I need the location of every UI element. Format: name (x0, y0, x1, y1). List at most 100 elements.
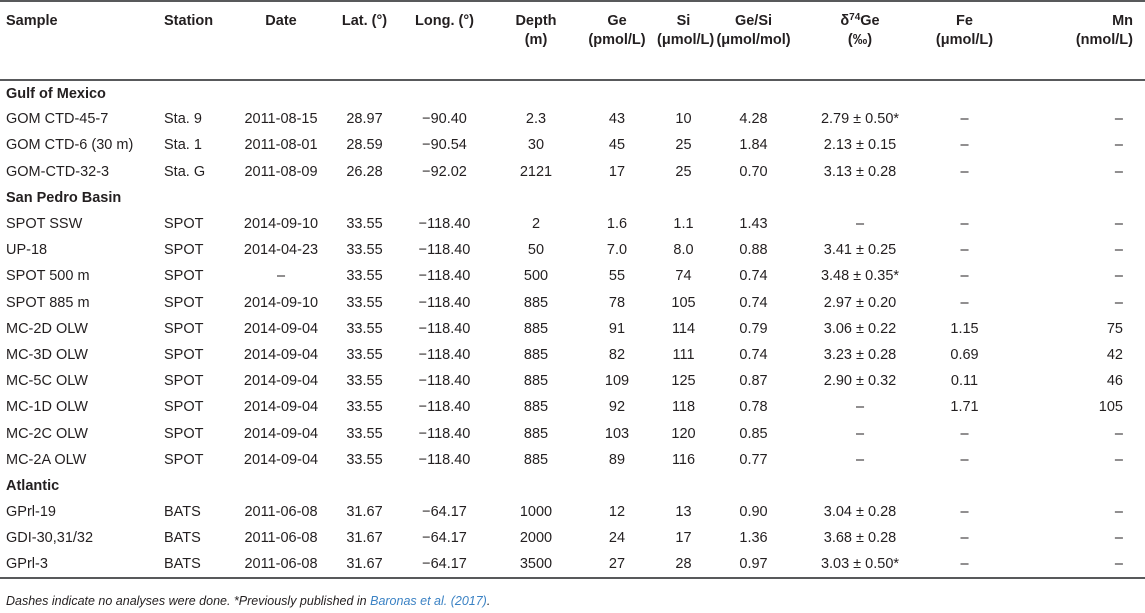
cell-d74ge: – (855, 451, 865, 468)
cell-sample: MC-1D OLW (6, 399, 88, 416)
cell-ge: 12 (608, 504, 626, 521)
data-table: Sample Station Date Lat. (°) Long. (°) D… (0, 0, 1145, 579)
cell-long: −118.40 (418, 294, 471, 311)
cell-station: SPOT (164, 373, 204, 390)
col-header-sample: Sample (0, 0, 158, 81)
col-header-station: Station (158, 0, 230, 81)
cell-mn: – (1003, 551, 1145, 579)
table-row: MC-2D OLW SPOT 2014-09-04 33.55 −118.40 885 91… (0, 316, 1145, 342)
col-header-ge: Ge (pmol/L) (580, 0, 654, 81)
cell-ge: 1.6 (606, 216, 628, 233)
cell-lat: 33.55 (346, 320, 383, 337)
cell-date: 2014-04-23 (243, 242, 319, 259)
cell-si: 120 (671, 425, 696, 442)
cell-depth: 500 (523, 268, 549, 285)
table-row: GOM CTD-6 (30 m) Sta. 1 2011-08-01 28.59 −90… (0, 132, 1145, 158)
cell-station: BATS (164, 504, 201, 521)
table-row: MC-3D OLW SPOT 2014-09-04 33.55 −118.40 885 82… (0, 342, 1145, 368)
cell-mn: – (1114, 216, 1123, 233)
cell-si: 28 (654, 551, 713, 579)
cell-fe: – (960, 530, 969, 547)
cell-gesi: 0.78 (739, 399, 768, 416)
cell-station: SPOT (164, 451, 204, 468)
footnote-end: . (486, 594, 491, 608)
cell-lat: 33.55 (346, 268, 383, 285)
cell-depth: 885 (523, 294, 549, 311)
cell-fe: 1.15 (950, 320, 979, 337)
cell-station: BATS (158, 551, 230, 579)
col-header-date: Date (230, 0, 332, 81)
cell-gesi: 0.97 (713, 551, 794, 579)
cell-si: 74 (675, 268, 692, 285)
cell-station: Sta. 1 (164, 137, 202, 154)
cell-ge: 82 (608, 346, 626, 363)
cell-si: 1.1 (673, 216, 694, 233)
cell-sample: MC-2D OLW (6, 320, 88, 337)
cell-depth: 30 (527, 137, 545, 154)
col-header-long: Long. (°) (397, 0, 492, 81)
cell-long: −64.17 (422, 504, 467, 521)
col-header-lat: Lat. (°) (332, 0, 397, 81)
cell-date: 2011-08-01 (244, 137, 318, 154)
cell-sample: UP-18 (6, 242, 48, 259)
cell-ge: 27 (580, 551, 654, 579)
cell-ge: 17 (608, 163, 626, 180)
cell-sample: GOM CTD-6 (30 m) (6, 137, 134, 154)
cell-ge: 78 (608, 294, 626, 311)
cell-si: 10 (675, 111, 692, 128)
cell-station: SPOT (164, 425, 204, 442)
cell-depth: 885 (523, 320, 549, 337)
cell-depth: 885 (523, 425, 549, 442)
cell-date: 2011-06-08 (244, 504, 318, 521)
cell-long: −118.40 (418, 399, 471, 416)
table-row: MC-5C OLW SPOT 2014-09-04 33.55 −118.40 885 10… (0, 368, 1145, 394)
section-title: Gulf of Mexico (6, 85, 106, 102)
cell-date: 2011-06-08 (244, 530, 318, 547)
cell-long: −118.40 (418, 242, 471, 259)
cell-sample: SPOT 885 m (6, 294, 90, 311)
cell-station: SPOT (164, 346, 204, 363)
footnote-reference-link[interactable]: Baronas et al. (2017) (370, 594, 487, 608)
cell-ge: 109 (604, 373, 630, 390)
cell-mn: 105 (1098, 399, 1123, 416)
cell-ge: 55 (608, 268, 626, 285)
cell-date: 2014-09-04 (243, 320, 319, 337)
section-header-row: Gulf of Mexico (0, 80, 1145, 106)
cell-gesi: 1.84 (739, 137, 768, 154)
cell-d74ge: 3.03 ± 0.50* (794, 551, 926, 579)
cell-lat: 33.55 (346, 242, 383, 259)
cell-station: Sta. G (164, 163, 206, 180)
cell-d74ge: – (855, 399, 865, 416)
table-row: MC-2A OLW SPOT 2014-09-04 33.55 −118.40 885 89… (0, 447, 1145, 473)
cell-gesi: 0.87 (739, 373, 768, 390)
cell-gesi: 4.28 (739, 111, 768, 128)
cell-d74ge: 3.68 ± 0.28 (823, 530, 897, 547)
cell-long: −118.40 (418, 451, 471, 468)
cell-sample: GPrl-3 (0, 551, 158, 579)
cell-gesi: 0.74 (739, 268, 768, 285)
cell-depth: 885 (523, 451, 549, 468)
cell-gesi: 0.74 (739, 294, 768, 311)
cell-si: 105 (671, 294, 696, 311)
cell-d74ge: 3.41 ± 0.25 (823, 242, 897, 259)
cell-si: 114 (671, 320, 696, 337)
cell-mn: – (1114, 111, 1123, 128)
table-row: GOM-CTD-32-3 Sta. G 2011-08-09 26.28 −92.02 2… (0, 159, 1145, 185)
cell-d74ge: 3.48 ± 0.35* (820, 268, 900, 285)
cell-gesi: 0.77 (739, 451, 768, 468)
cell-lat: 28.97 (346, 111, 383, 128)
col-header-fe: Fe (μmol/L) (926, 0, 1003, 81)
cell-depth: 2000 (519, 530, 553, 547)
section-title: Atlantic (6, 477, 60, 494)
cell-mn: – (1114, 268, 1123, 285)
cell-date: 2011-08-09 (244, 163, 318, 180)
table-row: GPrl-19 BATS 2011-06-08 31.67 −64.17 1000 12 13… (0, 499, 1145, 525)
cell-long: −90.54 (422, 137, 467, 154)
table-row: UP-18 SPOT 2014-04-23 33.55 −118.40 50 7.0 8.0 0… (0, 237, 1145, 263)
cell-ge: 7.0 (606, 242, 628, 259)
cell-date: 2014-09-04 (243, 451, 319, 468)
cell-station: SPOT (164, 320, 204, 337)
cell-gesi: 0.79 (739, 320, 768, 337)
table-row: SPOT SSW SPOT 2014-09-10 33.55 −118.40 2 1.6 1.… (0, 211, 1145, 237)
cell-depth: 885 (523, 373, 549, 390)
